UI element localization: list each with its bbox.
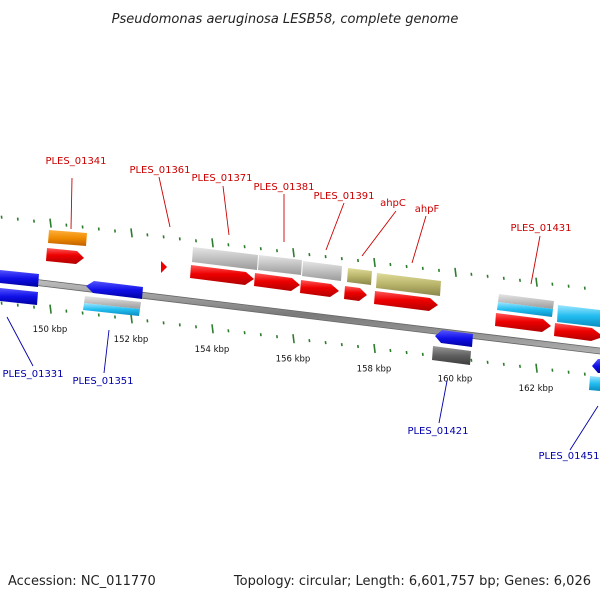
- gene-blue-arrow[interactable]: [592, 359, 600, 373]
- outer-tick-mark: [130, 228, 133, 238]
- reverse-strand-features: [0, 270, 600, 391]
- gene-gray-feature[interactable]: [84, 296, 141, 309]
- gene-gray-feature[interactable]: [498, 294, 554, 309]
- kbp-tick-label: 156 kbp: [276, 355, 311, 365]
- inner-tick-mark: [535, 363, 538, 373]
- forward-strand-features: [46, 230, 600, 341]
- gene-cyan-feature[interactable]: [497, 302, 553, 317]
- outer-tick-ring: [0, 215, 586, 290]
- gene-orange-feature[interactable]: [48, 230, 87, 246]
- gene-label-ples-01361[interactable]: PLES_01361: [129, 165, 190, 176]
- outer-tick-mark: [373, 257, 376, 268]
- outer-tick-mark: [49, 218, 52, 228]
- gene-label-ahpf[interactable]: ahpF: [415, 204, 440, 215]
- gene-cyan-feature[interactable]: [83, 303, 140, 316]
- outer-tick-mark: [454, 267, 457, 277]
- gene-label-ples-01451[interactable]: PLES_01451: [538, 451, 599, 462]
- kbp-tick-label: 162 kbp: [519, 384, 554, 394]
- gene-labels: PLES_01341 PLES_01361 PLES_01371 PLES_01…: [2, 156, 599, 462]
- inner-tick-mark: [373, 343, 376, 354]
- gene-red-arrow[interactable]: [254, 273, 300, 291]
- gene-label-ples-01391[interactable]: PLES_01391: [313, 191, 374, 202]
- gene-red-arrow[interactable]: [554, 323, 600, 341]
- gene-red-arrow[interactable]: [190, 265, 254, 285]
- gene-label-ples-01331[interactable]: PLES_01331: [2, 369, 63, 380]
- gene-olive-feature[interactable]: [376, 273, 441, 296]
- kbp-tick-label: 152 kbp: [114, 335, 149, 345]
- gene-gray-feature[interactable]: [192, 247, 258, 270]
- inner-tick-mark: [130, 314, 133, 324]
- gene-label-ahpc[interactable]: ahpC: [380, 198, 406, 209]
- gene-blue-arrow[interactable]: [435, 330, 473, 347]
- gene-gray-feature[interactable]: [302, 261, 342, 281]
- outer-tick-mark: [292, 248, 295, 258]
- genome-summary-text: Topology: circular; Length: 6,601,757 bp…: [233, 574, 591, 589]
- inner-tick-mark: [49, 304, 52, 314]
- inner-tick-mark: [292, 334, 295, 344]
- outer-tick-mark: [211, 238, 214, 248]
- kbp-tick-label: 158 kbp: [357, 365, 392, 375]
- gene-red-arrow[interactable]: [300, 280, 339, 297]
- gene-gray-feature[interactable]: [258, 255, 302, 275]
- gene-darkgray-feature[interactable]: [432, 346, 471, 365]
- accession-text: Accession: NC_011770: [8, 574, 156, 589]
- gene-label-ples-01371[interactable]: PLES_01371: [191, 173, 252, 184]
- kbp-scale-labels: 150 kbp 152 kbp 154 kbp 156 kbp 158 kbp 160 k…: [33, 325, 554, 394]
- gene-blue-feature[interactable]: [0, 270, 39, 287]
- gene-label-ples-01381[interactable]: PLES_01381: [253, 182, 314, 193]
- gene-red-arrow[interactable]: [46, 248, 84, 264]
- inner-tick-mark: [211, 324, 214, 334]
- gene-red-arrow[interactable]: [374, 291, 438, 311]
- gene-cyan-feature[interactable]: [557, 305, 600, 327]
- gene-blue-arrow[interactable]: [86, 281, 143, 299]
- outer-tick-mark: [535, 277, 538, 287]
- gene-label-ples-01421[interactable]: PLES_01421: [407, 426, 468, 437]
- kbp-tick-label: 154 kbp: [195, 345, 230, 355]
- gene-label-ples-01431[interactable]: PLES_01431: [510, 223, 571, 234]
- gene-label-ples-01341[interactable]: PLES_01341: [45, 156, 106, 167]
- genome-title: Pseudomonas aeruginosa LESB58, complete …: [112, 12, 459, 27]
- kbp-tick-label: 150 kbp: [33, 325, 68, 335]
- label-leader-lines: [6, 176, 599, 451]
- gene-label-ples-01351[interactable]: PLES_01351: [72, 376, 133, 387]
- kbp-tick-label: 160 kbp: [438, 374, 473, 384]
- gene-red-arrow[interactable]: [344, 286, 367, 301]
- gene-red-arrow[interactable]: [495, 313, 551, 332]
- gene-olive-feature[interactable]: [347, 268, 372, 285]
- gene-red-arrow[interactable]: [161, 261, 167, 273]
- gene-blue-feature[interactable]: [0, 288, 38, 305]
- gene-cyan-feature[interactable]: [589, 376, 600, 391]
